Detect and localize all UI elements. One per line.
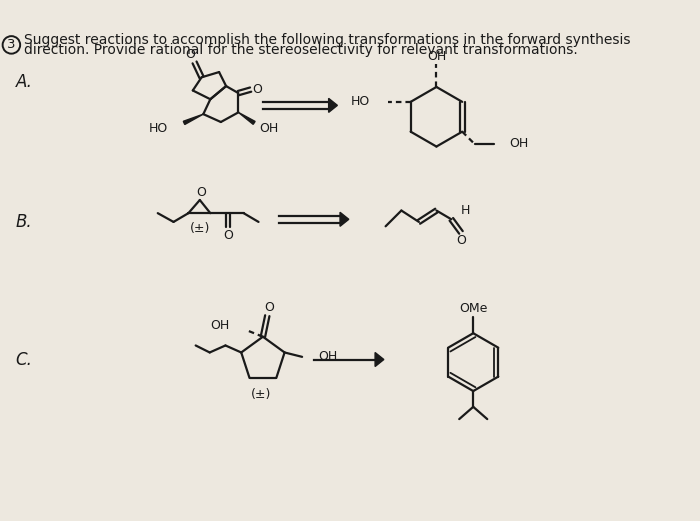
- Text: O: O: [264, 301, 274, 314]
- Text: B.: B.: [16, 213, 32, 231]
- Text: 3: 3: [7, 39, 15, 52]
- Text: direction. Provide rational for the stereoselectivity for relevant transformatio: direction. Provide rational for the ster…: [24, 43, 577, 57]
- Text: OH: OH: [427, 50, 446, 63]
- Text: OMe: OMe: [459, 302, 487, 315]
- Text: O: O: [252, 83, 262, 96]
- Text: A.: A.: [16, 73, 33, 91]
- Text: (±): (±): [251, 388, 272, 401]
- Text: OH: OH: [510, 138, 528, 151]
- Text: (±): (±): [190, 222, 210, 235]
- Text: OH: OH: [211, 319, 230, 332]
- Text: O: O: [186, 48, 195, 61]
- Polygon shape: [375, 353, 384, 366]
- Text: O: O: [197, 185, 206, 199]
- Text: OH: OH: [318, 350, 337, 363]
- Text: HO: HO: [149, 121, 168, 134]
- Text: C.: C.: [16, 351, 33, 368]
- Text: OH: OH: [260, 121, 279, 134]
- Text: O: O: [456, 234, 466, 247]
- Polygon shape: [239, 113, 255, 125]
- Polygon shape: [328, 98, 337, 113]
- Polygon shape: [183, 114, 203, 125]
- Text: HO: HO: [351, 95, 370, 108]
- Text: Suggest reactions to accomplish the following transformations in the forward syn: Suggest reactions to accomplish the foll…: [24, 33, 630, 47]
- Polygon shape: [340, 212, 349, 226]
- Text: H: H: [461, 204, 470, 217]
- Text: O: O: [223, 229, 233, 242]
